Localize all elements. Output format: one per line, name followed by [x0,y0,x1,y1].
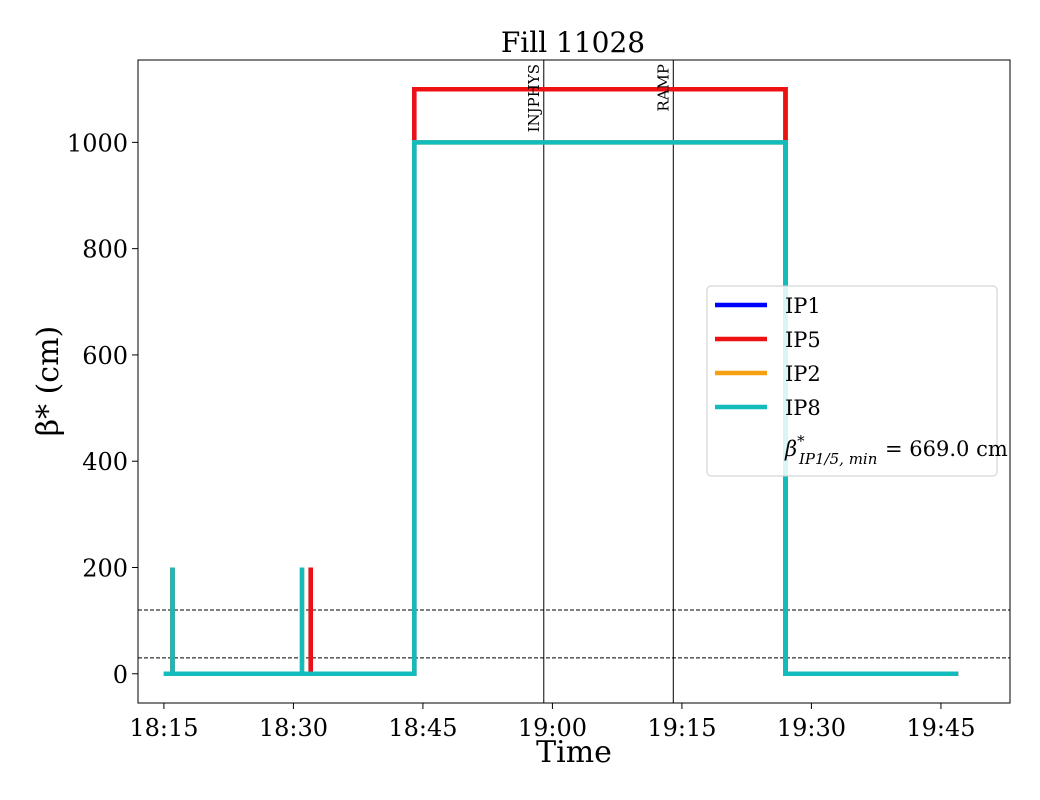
legend-label: IP8 [785,396,821,420]
legend-label: IP5 [785,328,821,352]
legend-beta-part: β [784,437,797,461]
legend-beta-part: * [797,432,805,450]
y-tick-label: 400 [82,448,128,476]
legend: β* IP1/5, min = 669.0 cm [706,285,1008,477]
x-tick-label: 19:30 [777,714,846,742]
x-tick-label: 18:45 [388,714,457,742]
legend-label: IP1 [785,294,821,318]
chart-title: Fill 11028 [501,26,645,59]
x-tick-label: 18:15 [129,714,198,742]
y-tick-label: 200 [82,554,128,582]
legend-beta-part: = 669.0 cm [885,437,1008,461]
x-axis-title: Time [536,735,612,770]
plot-area [137,59,1011,704]
marker-label: RAMP [654,64,672,112]
x-tick-label: 19:00 [518,714,587,742]
x-tick-label: 18:30 [259,714,328,742]
y-tick-label: 800 [82,236,128,264]
y-axis-title: β* (cm) [31,326,66,437]
marker-label: INJPHYS [525,64,543,132]
x-tick-label: 19:45 [906,714,975,742]
x-tick-label: 19:15 [647,714,716,742]
series-line-ip8 [163,140,959,677]
legend-label: IP2 [785,362,821,386]
y-tick-label: 600 [82,342,128,370]
legend-beta-min-label: β* IP1/5, min = 669.0 cm [784,432,1008,468]
y-tick-label: 0 [113,661,128,689]
legend-box [706,285,998,477]
legend-beta-part: IP1/5, min [798,450,877,468]
y-tick-label: 1000 [67,129,128,157]
plot-frame [137,59,1011,704]
